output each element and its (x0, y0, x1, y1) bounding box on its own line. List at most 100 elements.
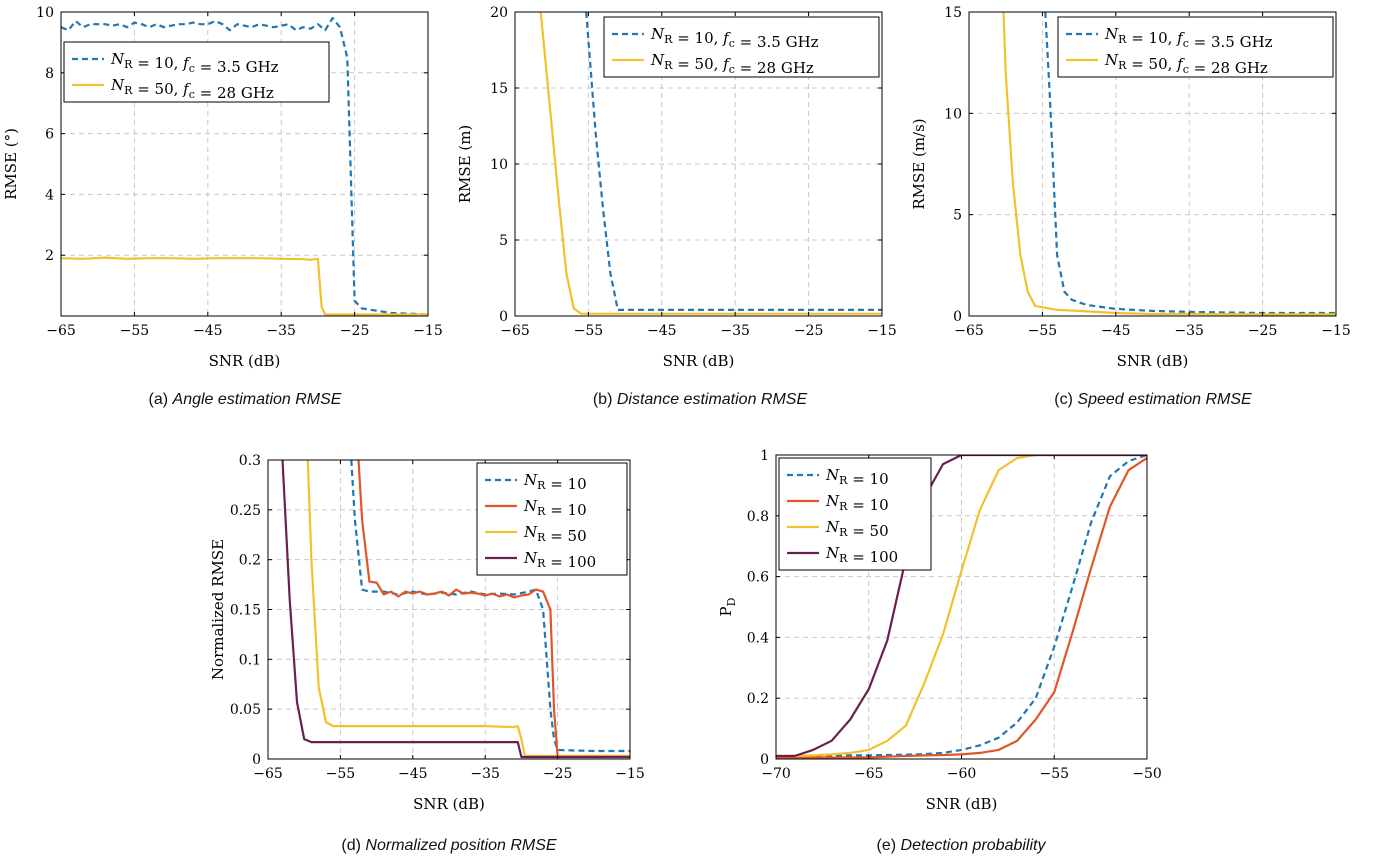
y-tick-label: 0.8 (747, 509, 769, 525)
y-tick-label: 10 (490, 157, 508, 173)
y-tick-label: 10 (36, 5, 54, 21)
series-group (61, 17, 428, 316)
legend-label: NR = 10 (523, 497, 587, 519)
y-tick-label: 0 (252, 752, 261, 768)
y-tick-label: 0.05 (230, 702, 261, 718)
x-tick-label: −50 (1132, 766, 1162, 782)
legend-label: NR = 50 (825, 518, 889, 540)
y-axis-label: RMSE (m) (456, 125, 474, 204)
legend-label: NR = 10, fc = 3.5 GHz (650, 25, 819, 51)
x-axis-label: SNR (dB) (663, 352, 735, 370)
series-line-3 (306, 460, 630, 758)
x-tick-label: −45 (193, 323, 223, 339)
y-tick-label: 0.15 (230, 603, 261, 619)
legend-label: NR = 10 (825, 466, 889, 488)
x-tick-label: −60 (947, 766, 977, 782)
legend-label: NR = 10 (825, 492, 889, 514)
series-line-3 (776, 455, 1147, 758)
y-tick-label: 0.25 (230, 503, 261, 519)
caption: (e) Detection probability (877, 837, 1047, 854)
y-tick-label: 1 (760, 448, 769, 464)
caption: (d) Normalized position RMSE (341, 837, 557, 854)
series-line-2 (61, 256, 428, 316)
x-tick-label: −55 (120, 323, 150, 339)
x-tick-label: −35 (470, 766, 500, 782)
y-tick-label: 0.2 (747, 691, 769, 707)
y-tick-label: 0 (760, 752, 769, 768)
legend-label: NR = 50, fc = 28 GHz (1104, 51, 1268, 77)
x-tick-label: −65 (46, 323, 76, 339)
y-tick-label: 10 (944, 106, 962, 122)
series-group (776, 455, 1147, 759)
x-tick-label: −45 (398, 766, 428, 782)
y-tick-label: 0.6 (747, 570, 769, 586)
plot-frame (60, 11, 429, 317)
x-tick-label: −45 (647, 323, 677, 339)
y-axis-label: PD (717, 597, 738, 616)
legend-label: NR = 50, fc = 28 GHz (110, 76, 274, 102)
plot-frame (968, 11, 1337, 317)
y-axis-label: Normalized RMSE (209, 539, 227, 680)
chart-b: −65 −55 −45 −35 −25 −15 0 5 10 15 20 SNR (dB) RMSE (… (456, 5, 897, 408)
x-tick-label: −70 (761, 766, 791, 782)
chart-e: −70 −65 −60 −55 −50 0 0.2 0.4 0.6 0.8 1 SNR (dB) PD N… (717, 448, 1162, 854)
legend: NR = 10 NR = 10 NR = 50 NR = 100 (778, 457, 932, 571)
legend-label: NR = 50, fc = 28 GHz (650, 51, 814, 77)
y-tick-label: 6 (45, 127, 54, 143)
caption: (b) Distance estimation RMSE (593, 391, 808, 408)
legend-box (778, 457, 932, 571)
y-tick-label: 0.4 (747, 630, 769, 646)
y-tick-label: 5 (953, 208, 962, 224)
series-line-1 (61, 17, 428, 316)
legend-box (476, 462, 628, 576)
x-tick-label: −25 (543, 766, 573, 782)
series-line-1 (1044, 12, 1336, 315)
x-tick-label: −45 (1101, 323, 1131, 339)
y-tick-label: 2 (45, 248, 54, 264)
legend: NR = 10 NR = 10 NR = 50 NR = 100 (476, 462, 628, 576)
series-line-4 (281, 460, 630, 759)
x-axis-label: SNR (dB) (413, 795, 485, 813)
y-tick-label: 4 (45, 187, 54, 203)
series-group (281, 460, 630, 759)
caption: (a) Angle estimation RMSE (149, 391, 342, 408)
legend-label: NR = 50 (523, 523, 587, 545)
x-tick-label: −65 (954, 323, 984, 339)
y-axis-label: RMSE (m/s) (910, 118, 928, 209)
x-tick-label: −55 (574, 323, 604, 339)
x-tick-label: −35 (1174, 323, 1204, 339)
chart-d: −65 −55 −45 −35 −25 −15 0 0.05 0.1 0.15 0.2 0.25 0.3… (209, 453, 645, 854)
chart-a: −65 −55 −45 −35 −25 −15 2 4 6 8 10 SNR (dB) RMSE (°)… (2, 5, 443, 408)
series-line-2 (539, 12, 882, 315)
x-tick-label: −65 (253, 766, 283, 782)
legend-label: NR = 100 (523, 549, 596, 571)
legend-label: NR = 10, fc = 3.5 GHz (1104, 25, 1273, 51)
legend-box (1057, 16, 1334, 78)
series-line-4 (776, 455, 1147, 758)
x-tick-label: −15 (867, 323, 897, 339)
y-tick-label: 0.3 (239, 453, 261, 469)
series-line-1 (350, 460, 630, 753)
series-line-2 (357, 460, 630, 758)
x-tick-label: −15 (615, 766, 645, 782)
x-tick-label: −55 (1028, 323, 1058, 339)
x-tick-label: −65 (854, 766, 884, 782)
y-tick-label: 20 (490, 5, 508, 21)
y-tick-label: 5 (499, 233, 508, 249)
x-tick-label: −35 (266, 323, 296, 339)
x-tick-label: −35 (720, 323, 750, 339)
y-tick-label: 0 (499, 309, 508, 325)
legend-label: NR = 10 (523, 471, 587, 493)
y-axis-label: RMSE (°) (2, 128, 20, 200)
x-tick-label: −25 (794, 323, 824, 339)
y-tick-label: 0.2 (239, 553, 261, 569)
x-axis-label: SNR (dB) (209, 352, 281, 370)
y-tick-label: 8 (45, 66, 54, 82)
x-tick-label: −15 (1321, 323, 1351, 339)
x-tick-label: −55 (1039, 766, 1069, 782)
x-axis-label: SNR (dB) (926, 795, 998, 813)
